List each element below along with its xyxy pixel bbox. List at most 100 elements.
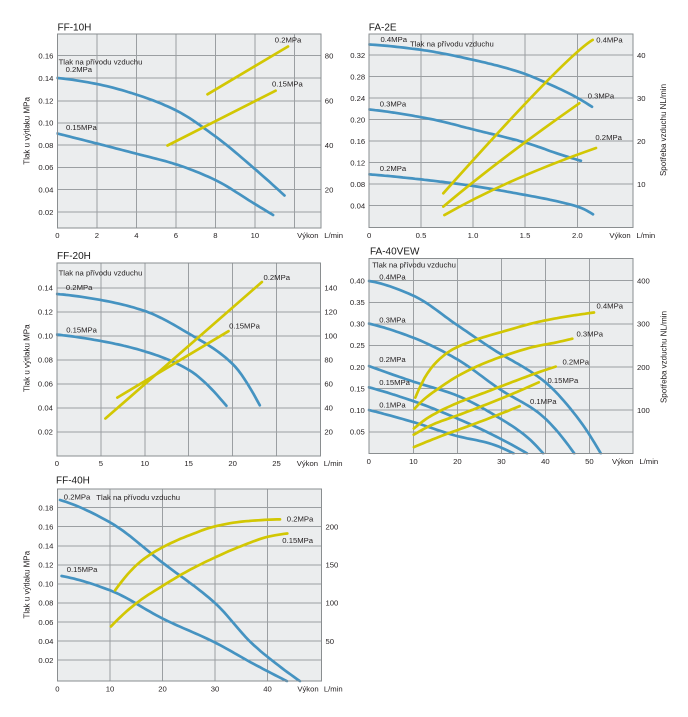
svg-text:0.2MPa: 0.2MPa — [595, 133, 622, 142]
svg-text:0.2MPa: 0.2MPa — [264, 273, 291, 282]
svg-text:0.16: 0.16 — [38, 52, 53, 61]
svg-text:Výkon: Výkon — [612, 457, 633, 466]
svg-text:0: 0 — [55, 459, 59, 468]
svg-text:0.12: 0.12 — [38, 308, 53, 317]
svg-text:20: 20 — [228, 459, 237, 468]
svg-text:Tlak na přívodu vzduchu: Tlak na přívodu vzduchu — [410, 40, 494, 49]
svg-text:0.24: 0.24 — [350, 94, 366, 103]
svg-text:0.15MPa: 0.15MPa — [272, 80, 303, 89]
svg-text:140: 140 — [324, 284, 337, 293]
svg-text:30: 30 — [211, 685, 220, 694]
svg-text:0.2MPa: 0.2MPa — [380, 164, 407, 173]
svg-text:20: 20 — [158, 685, 167, 694]
svg-text:0.10: 0.10 — [38, 119, 53, 128]
svg-text:0.08: 0.08 — [38, 141, 53, 150]
svg-text:0.14: 0.14 — [38, 74, 54, 83]
svg-text:400: 400 — [637, 277, 650, 286]
svg-text:0.2MPa: 0.2MPa — [563, 357, 590, 366]
svg-text:Tlak u výtlaku MPa: Tlak u výtlaku MPa — [23, 97, 32, 165]
svg-text:0.4MPa: 0.4MPa — [596, 36, 623, 45]
svg-text:0.20: 0.20 — [350, 363, 365, 372]
svg-text:100: 100 — [324, 332, 337, 341]
svg-text:0.30: 0.30 — [350, 320, 365, 329]
svg-text:L/min: L/min — [324, 459, 343, 468]
svg-text:0.12: 0.12 — [350, 159, 365, 168]
svg-text:0.16: 0.16 — [38, 523, 53, 532]
svg-text:0.3MPa: 0.3MPa — [577, 330, 604, 339]
svg-text:1.0: 1.0 — [468, 231, 479, 240]
svg-text:0.04: 0.04 — [38, 637, 54, 646]
svg-text:0.08: 0.08 — [350, 180, 365, 189]
svg-text:0.10: 0.10 — [38, 580, 53, 589]
svg-text:0.2MPa: 0.2MPa — [275, 35, 302, 44]
svg-text:Tlak na přívodu vzduchu: Tlak na přívodu vzduchu — [96, 493, 180, 502]
svg-text:0.32: 0.32 — [350, 51, 365, 60]
svg-text:0: 0 — [55, 231, 59, 240]
svg-text:40: 40 — [325, 141, 334, 150]
svg-text:FF-10H: FF-10H — [58, 23, 92, 34]
svg-text:0.16: 0.16 — [350, 137, 365, 146]
svg-text:Tlak na přívodu vzduchu: Tlak na přívodu vzduchu — [59, 269, 143, 278]
svg-text:30: 30 — [637, 94, 646, 103]
svg-text:10: 10 — [637, 180, 646, 189]
svg-text:50: 50 — [326, 637, 335, 646]
svg-text:10: 10 — [141, 459, 150, 468]
svg-text:2: 2 — [95, 231, 99, 240]
svg-text:100: 100 — [637, 406, 650, 415]
svg-text:20: 20 — [637, 137, 646, 146]
svg-text:0.2MPa: 0.2MPa — [379, 355, 406, 364]
svg-text:40: 40 — [324, 404, 333, 413]
svg-text:0.10: 0.10 — [38, 332, 53, 341]
svg-text:150: 150 — [326, 561, 339, 570]
svg-text:0.1MPa: 0.1MPa — [379, 400, 406, 409]
svg-text:100: 100 — [326, 599, 339, 608]
svg-text:0.02: 0.02 — [38, 208, 53, 217]
svg-text:0.14: 0.14 — [38, 542, 54, 551]
svg-text:Tlak na přívodu vzduchu: Tlak na přívodu vzduchu — [372, 261, 456, 270]
svg-text:0.08: 0.08 — [38, 356, 53, 365]
svg-text:1.5: 1.5 — [520, 231, 531, 240]
svg-text:300: 300 — [637, 320, 650, 329]
svg-text:120: 120 — [324, 308, 337, 317]
svg-text:0.15MPa: 0.15MPa — [548, 376, 579, 385]
svg-text:0.3MPa: 0.3MPa — [379, 316, 406, 325]
svg-text:Spotřeba vzduchu NL/min: Spotřeba vzduchu NL/min — [659, 84, 668, 176]
svg-text:0.15MPa: 0.15MPa — [379, 378, 410, 387]
svg-text:0.2MPa: 0.2MPa — [287, 515, 314, 524]
svg-text:6: 6 — [174, 231, 178, 240]
svg-text:Výkon: Výkon — [297, 231, 318, 240]
svg-text:5: 5 — [99, 459, 103, 468]
svg-text:10: 10 — [409, 457, 418, 466]
svg-text:2.0: 2.0 — [572, 231, 583, 240]
svg-text:0.2MPa: 0.2MPa — [64, 492, 91, 501]
svg-text:Výkon: Výkon — [297, 459, 318, 468]
svg-text:0.06: 0.06 — [38, 618, 53, 627]
svg-text:200: 200 — [637, 363, 650, 372]
svg-text:60: 60 — [325, 97, 334, 106]
svg-text:20: 20 — [453, 457, 462, 466]
svg-text:0.02: 0.02 — [38, 656, 53, 665]
svg-text:0.14: 0.14 — [38, 284, 54, 293]
svg-text:4: 4 — [134, 231, 139, 240]
svg-text:0.06: 0.06 — [38, 380, 53, 389]
svg-text:30: 30 — [497, 457, 506, 466]
svg-text:0.04: 0.04 — [350, 202, 366, 211]
svg-text:Výkon: Výkon — [297, 685, 318, 694]
svg-text:0.05: 0.05 — [350, 428, 365, 437]
svg-text:0.4MPa: 0.4MPa — [379, 272, 406, 281]
svg-text:0.35: 0.35 — [350, 298, 365, 307]
svg-text:L/min: L/min — [639, 457, 658, 466]
svg-text:Spotřeba vzduchu NL/min: Spotřeba vzduchu NL/min — [660, 311, 669, 403]
svg-text:Tlak u výtlaku MPa: Tlak u výtlaku MPa — [23, 324, 32, 392]
svg-text:60: 60 — [324, 380, 333, 389]
svg-text:50: 50 — [585, 457, 594, 466]
svg-text:0: 0 — [367, 457, 371, 466]
svg-text:0.15MPa: 0.15MPa — [66, 123, 97, 132]
svg-text:0.2MPa: 0.2MPa — [66, 65, 93, 74]
svg-text:10: 10 — [106, 685, 115, 694]
svg-text:FF-40H: FF-40H — [56, 476, 90, 487]
svg-text:0.25: 0.25 — [350, 341, 365, 350]
svg-text:0.08: 0.08 — [38, 599, 53, 608]
svg-text:FF-20H: FF-20H — [57, 251, 91, 262]
svg-text:0.4MPa: 0.4MPa — [381, 35, 408, 44]
